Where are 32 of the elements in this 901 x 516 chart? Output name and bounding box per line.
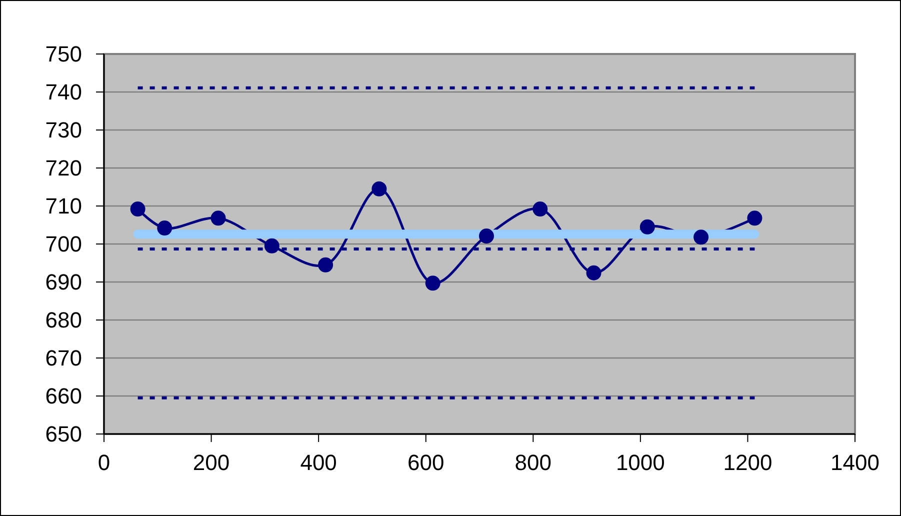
x-tick-label: 400 — [300, 450, 337, 475]
point — [694, 230, 709, 245]
y-tick-label: 710 — [45, 194, 82, 219]
y-tick-label: 690 — [45, 270, 82, 295]
y-tick-label: 650 — [45, 422, 82, 447]
x-tick-label: 200 — [192, 450, 230, 475]
point — [586, 265, 602, 280]
x-tick-label: 0 — [98, 450, 110, 475]
point — [747, 210, 762, 226]
x-tick-label: 600 — [408, 450, 444, 475]
point — [372, 181, 387, 196]
point — [425, 276, 440, 291]
y-tick-label: 750 — [45, 42, 82, 67]
point — [532, 202, 548, 217]
y-tick-label: 720 — [45, 156, 82, 181]
y-tick-label: 660 — [45, 384, 82, 409]
x-tick-label: 800 — [514, 450, 552, 475]
point — [210, 210, 226, 226]
x-tick-label: 1400 — [830, 450, 880, 475]
point — [640, 219, 655, 234]
point — [478, 228, 494, 244]
y-tick-label: 700 — [45, 232, 82, 257]
point — [318, 257, 334, 272]
x-tick-label: 1000 — [616, 450, 665, 475]
y-tick-label: 740 — [45, 80, 82, 105]
y-tick-label: 670 — [45, 346, 82, 371]
x-tick-label: 1200 — [723, 450, 772, 475]
point — [157, 220, 172, 236]
point — [264, 238, 280, 254]
point — [130, 202, 146, 217]
y-tick-label: 680 — [45, 308, 82, 333]
y-tick-label: 730 — [45, 118, 82, 143]
